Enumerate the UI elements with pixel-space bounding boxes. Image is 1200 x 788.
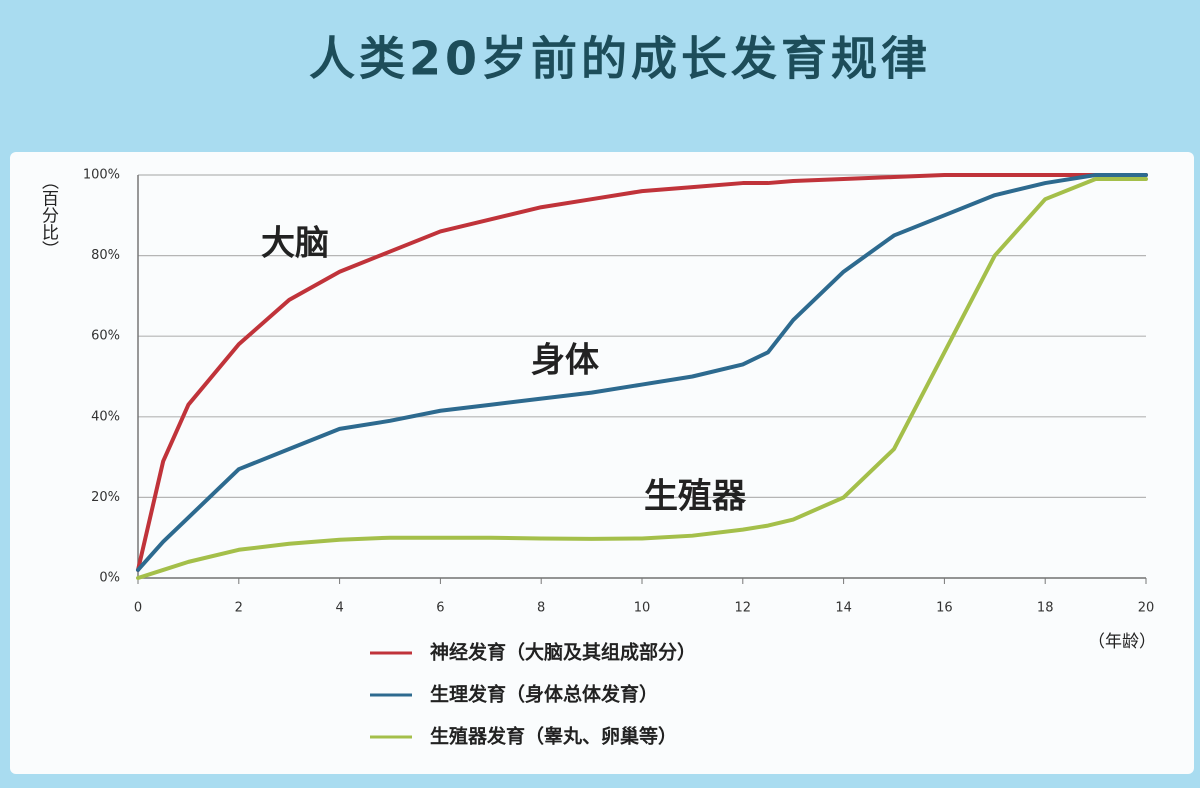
y-tick-label: 60% (91, 329, 120, 344)
annotation: 身体 (531, 341, 599, 381)
y-axis-label: （百分比） (38, 173, 59, 258)
x-tick-label: 20 (1138, 601, 1155, 616)
y-tick-label: 40% (91, 409, 120, 424)
x-tick-label: 14 (835, 601, 852, 616)
x-tick-label: 12 (735, 601, 752, 616)
panel (10, 152, 1194, 774)
legend-label: 生殖器发育（睾丸、卵巢等） (430, 725, 677, 748)
annotation: 大脑 (261, 224, 329, 264)
annotation: 生殖器 (644, 477, 747, 517)
legend-label: 生理发育（身体总体发育） (430, 683, 658, 706)
x-tick-label: 16 (936, 601, 953, 616)
y-tick-label: 0% (99, 571, 120, 586)
series-line (136, 173, 1148, 572)
legend-label: 神经发育（大脑及其组成部分） (430, 641, 696, 664)
x-tick-label: 8 (537, 601, 545, 616)
chart-title: 人类20岁前的成长发育规律 (309, 32, 931, 86)
x-tick-label: 6 (436, 601, 444, 616)
x-tick-label: 10 (634, 601, 651, 616)
y-tick-label: 100% (83, 168, 120, 183)
y-tick-label: 20% (91, 490, 120, 505)
x-tick-label: 0 (134, 601, 142, 616)
series-line (136, 173, 1148, 572)
x-tick-label: 18 (1037, 601, 1054, 616)
x-tick-label: 2 (235, 601, 243, 616)
y-tick-label: 80% (91, 248, 120, 263)
x-tick-label: 4 (335, 601, 343, 616)
x-axis-label: （年龄） (1088, 632, 1156, 652)
series-line (136, 177, 1148, 580)
